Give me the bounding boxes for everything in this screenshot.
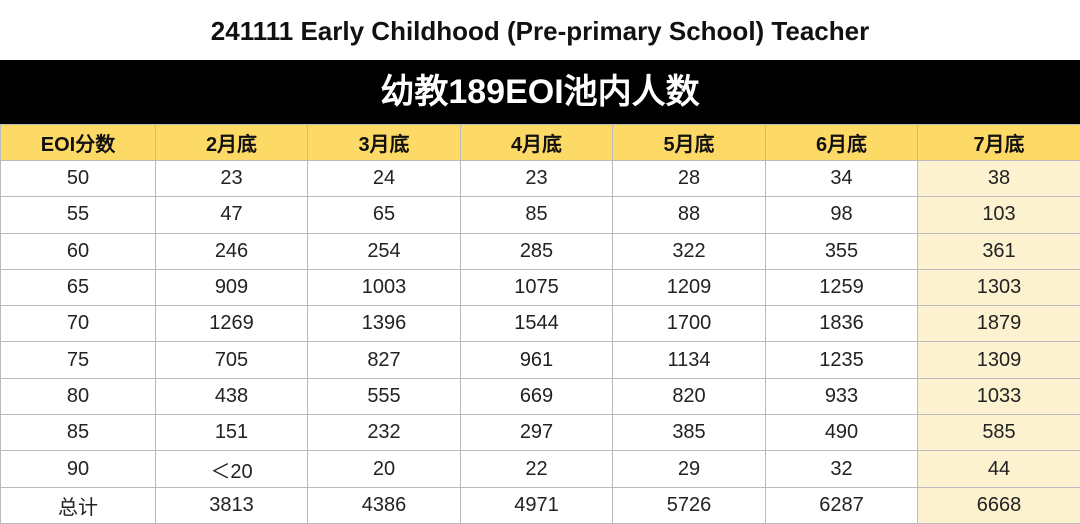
- cell: 585: [918, 415, 1080, 451]
- cell: 1303: [918, 269, 1080, 305]
- header-cell: 2月底: [156, 125, 308, 161]
- cell: 60: [1, 233, 156, 269]
- cell: 1134: [613, 342, 766, 378]
- cell: 65: [308, 197, 461, 233]
- cell: 4971: [461, 487, 613, 523]
- cell: 1544: [461, 306, 613, 342]
- cell: 80: [1, 378, 156, 414]
- header-cell: 7月底: [918, 125, 1080, 161]
- cell: 98: [766, 197, 918, 233]
- cell: 29: [613, 451, 766, 487]
- cell: 490: [766, 415, 918, 451]
- header-cell: 5月底: [613, 125, 766, 161]
- cell: 85: [461, 197, 613, 233]
- cell: 246: [156, 233, 308, 269]
- header-cell: 4月底: [461, 125, 613, 161]
- cell: 933: [766, 378, 918, 414]
- cell: 6287: [766, 487, 918, 523]
- cell: 1075: [461, 269, 613, 305]
- cell: 1396: [308, 306, 461, 342]
- cell: 820: [613, 378, 766, 414]
- cell: 1836: [766, 306, 918, 342]
- cell: 555: [308, 378, 461, 414]
- cell: 20: [308, 451, 461, 487]
- cell: 355: [766, 233, 918, 269]
- cell: 1269: [156, 306, 308, 342]
- cell: 22: [461, 451, 613, 487]
- cell: 1033: [918, 378, 1080, 414]
- cell: 47: [156, 197, 308, 233]
- cell: 6668: [918, 487, 1080, 523]
- cell: 28: [613, 161, 766, 197]
- cell: 50: [1, 161, 156, 197]
- cell: 23: [156, 161, 308, 197]
- cell: 1879: [918, 306, 1080, 342]
- cell: 103: [918, 197, 1080, 233]
- cell: 361: [918, 233, 1080, 269]
- cell: 85: [1, 415, 156, 451]
- cell: 1003: [308, 269, 461, 305]
- header-cell: 3月底: [308, 125, 461, 161]
- cell: 669: [461, 378, 613, 414]
- cell: 75: [1, 342, 156, 378]
- cell: 38: [918, 161, 1080, 197]
- cell: 24: [308, 161, 461, 197]
- cell: 4386: [308, 487, 461, 523]
- cell: 1209: [613, 269, 766, 305]
- cell: 44: [918, 451, 1080, 487]
- cell: 1259: [766, 269, 918, 305]
- cell: 285: [461, 233, 613, 269]
- cell: 297: [461, 415, 613, 451]
- cell: 55: [1, 197, 156, 233]
- cell: 34: [766, 161, 918, 197]
- cell: 1309: [918, 342, 1080, 378]
- cell: 65: [1, 269, 156, 305]
- cell: 5726: [613, 487, 766, 523]
- cell: 961: [461, 342, 613, 378]
- title: 241111 Early Childhood (Pre-primary Scho…: [0, 0, 1080, 60]
- cell: 385: [613, 415, 766, 451]
- cell: 90: [1, 451, 156, 487]
- cell: 438: [156, 378, 308, 414]
- cell: 232: [308, 415, 461, 451]
- cell: 1700: [613, 306, 766, 342]
- header-cell: 6月底: [766, 125, 918, 161]
- cell: 827: [308, 342, 461, 378]
- cell: ＜20: [156, 451, 308, 487]
- cell: 88: [613, 197, 766, 233]
- cell: 3813: [156, 487, 308, 523]
- banner: 幼教189EOI池内人数: [0, 60, 1080, 124]
- cell: 1235: [766, 342, 918, 378]
- cell: 322: [613, 233, 766, 269]
- cell: 32: [766, 451, 918, 487]
- cell: 151: [156, 415, 308, 451]
- header-cell: EOI分数: [1, 125, 156, 161]
- cell: 909: [156, 269, 308, 305]
- cell: 23: [461, 161, 613, 197]
- cell: 254: [308, 233, 461, 269]
- cell: 总计: [1, 487, 156, 523]
- cell: 70: [1, 306, 156, 342]
- cell: 705: [156, 342, 308, 378]
